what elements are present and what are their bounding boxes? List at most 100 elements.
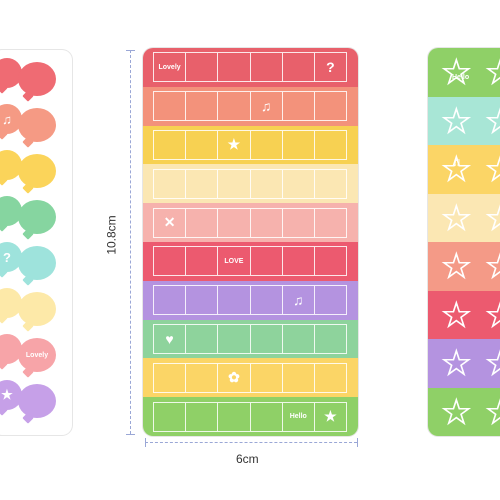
chart-cell[interactable] [154, 247, 187, 276]
chart-cell[interactable]: ♫ [251, 92, 283, 121]
chart-cell[interactable]: ? [326, 59, 335, 76]
chart-cell[interactable] [315, 247, 346, 275]
chart-cell[interactable] [251, 402, 283, 431]
star-row-4: ★★ [428, 193, 500, 242]
chart-cell[interactable] [283, 324, 315, 353]
chart-cell[interactable]: ♫ [283, 286, 315, 315]
chart-cell[interactable] [315, 209, 346, 237]
star-outline-icon[interactable]: ★ [441, 199, 471, 236]
star-outline-icon[interactable]: ★ [485, 104, 500, 138]
speech-bubble-sticker [18, 62, 56, 96]
star-outline-icon[interactable]: ★ [485, 152, 500, 186]
chart-cell[interactable] [251, 130, 283, 159]
chart-row-grid: ♫ [153, 91, 347, 122]
reward-chart-sheet: Lovely? ♫ ★ ✕ LOVE ♫ ♥ ✿ Hello ★ [143, 48, 358, 436]
speech-bubble-sticker: ♫ [0, 104, 22, 134]
chart-cell[interactable] [218, 402, 251, 431]
chart-cell[interactable] [283, 53, 315, 82]
chart-cell[interactable] [154, 130, 187, 159]
chart-cell[interactable] [315, 364, 346, 392]
chart-cell[interactable] [154, 402, 187, 431]
chart-row-grid: Lovely? [153, 52, 347, 83]
chart-cell[interactable] [218, 92, 251, 121]
chart-cell[interactable] [283, 208, 315, 237]
speech-bubble-sticker [0, 334, 22, 364]
speech-bubble-sticker [0, 288, 22, 318]
chart-cell[interactable] [154, 363, 187, 392]
star-outline-icon[interactable]: ★ [441, 393, 471, 430]
width-dimension-cap-left [145, 438, 146, 447]
chart-cell[interactable]: ✕ [154, 208, 187, 237]
chart-cell[interactable] [186, 92, 219, 121]
chart-cell[interactable] [186, 208, 219, 237]
chart-cell[interactable] [315, 131, 346, 159]
chart-cell[interactable]: Hello [283, 402, 315, 431]
chart-cell[interactable] [186, 247, 219, 276]
chart-cell[interactable] [283, 363, 315, 392]
chart-row-6: LOVE [143, 242, 358, 281]
star-outline-icon[interactable]: ★ [485, 201, 500, 235]
chart-cell[interactable] [315, 286, 346, 314]
chart-cell[interactable] [283, 247, 315, 276]
star-outline-icon[interactable]: ★ [441, 102, 471, 139]
chart-row-2: ♫ [143, 86, 358, 126]
height-dimension-cap-top [126, 50, 135, 51]
chart-cell[interactable]: ✿ [218, 363, 251, 392]
chart-cell[interactable] [154, 286, 187, 315]
chart-cell[interactable] [186, 324, 219, 353]
chart-cell[interactable] [315, 325, 346, 353]
chart-cell[interactable] [186, 286, 219, 315]
chart-cell[interactable]: Lovely [154, 53, 187, 82]
speech-bubble-sticker [18, 292, 56, 326]
star-outline-icon[interactable]: ★ [485, 346, 500, 380]
chart-row-1: Lovely? [143, 48, 358, 87]
chart-cell[interactable] [315, 92, 346, 120]
chart-cell[interactable]: LOVE [218, 247, 251, 276]
chart-cell[interactable]: ★ [324, 408, 337, 425]
star-outline-icon[interactable]: ★ [441, 296, 471, 333]
chart-cell[interactable] [251, 247, 283, 276]
star-outline-icon[interactable]: ★ [441, 151, 471, 187]
star-outline-icon[interactable]: ★ [441, 248, 471, 284]
chart-cell[interactable] [218, 53, 251, 82]
chart-cell[interactable] [186, 53, 219, 82]
chart-row-grid: ✿ [153, 362, 347, 393]
chart-cell[interactable] [218, 324, 251, 353]
chart-row-grid: ♥ [153, 323, 347, 354]
chart-cell[interactable]: ♥ [154, 324, 187, 353]
chart-cell[interactable] [251, 363, 283, 392]
chart-cell[interactable] [218, 208, 251, 237]
chart-cell[interactable] [186, 402, 219, 431]
chart-cell[interactable] [154, 92, 187, 121]
chart-cell[interactable] [251, 53, 283, 82]
star-outline-icon[interactable]: ★ [441, 54, 471, 90]
star-outline-icon[interactable]: ★ [485, 55, 500, 89]
star-outline-icon[interactable]: ★ [485, 249, 500, 283]
chart-cell[interactable] [283, 169, 315, 198]
star-sticker-sheet: ★★Hello★★★★♫★★★★★★★★★★ [428, 48, 500, 436]
star-row-label: Hello [452, 74, 470, 81]
chart-row-grid: ✕ [153, 207, 347, 238]
star-outline-icon[interactable]: ★ [441, 345, 471, 381]
chart-cell[interactable] [251, 324, 283, 353]
chart-cell[interactable] [186, 130, 219, 159]
width-dimension-label: 6cm [236, 452, 259, 466]
speech-bubble-sticker [18, 108, 56, 142]
star-outline-icon[interactable]: ★ [485, 298, 500, 332]
chart-cell[interactable] [218, 286, 251, 315]
chart-cell[interactable] [251, 169, 283, 198]
chart-row-4 [143, 164, 358, 204]
chart-cell[interactable] [186, 169, 219, 198]
height-dimension-label: 10.8cm [104, 215, 119, 255]
chart-cell[interactable] [315, 170, 346, 198]
star-outline-icon[interactable]: ★ [485, 395, 500, 429]
chart-cell[interactable] [251, 286, 283, 315]
chart-cell[interactable] [251, 208, 283, 237]
chart-cell[interactable] [186, 363, 219, 392]
chart-cell[interactable] [154, 169, 187, 198]
chart-cell[interactable] [283, 130, 315, 159]
chart-row-grid: Hello ★ [153, 401, 347, 432]
chart-cell[interactable]: ★ [218, 130, 251, 159]
chart-cell[interactable] [218, 169, 251, 198]
chart-cell[interactable] [283, 92, 315, 121]
